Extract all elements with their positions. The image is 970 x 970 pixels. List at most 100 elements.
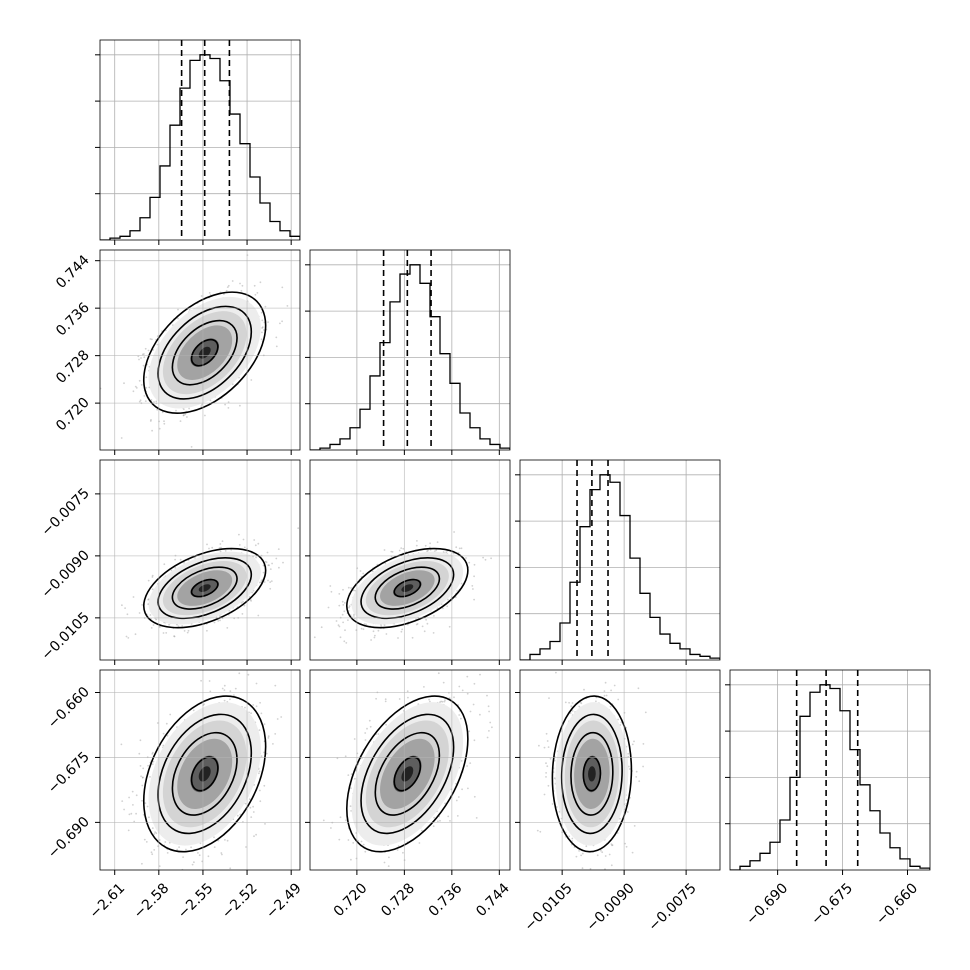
scatter-point	[149, 338, 152, 340]
scatter-point	[145, 841, 148, 843]
scatter-point	[372, 630, 375, 633]
scatter-point	[224, 403, 227, 406]
scatter-point	[233, 694, 235, 697]
scatter-point	[327, 606, 330, 609]
contour-line	[157, 305, 253, 400]
scatter-panel-4-1	[95, 663, 301, 875]
scatter-point	[330, 590, 333, 593]
scatter-point	[138, 612, 141, 614]
scatter-point	[433, 615, 435, 617]
axes-frame	[99, 459, 301, 661]
scatter-point	[286, 305, 289, 307]
scatter-point	[200, 295, 203, 297]
scatter-point	[260, 581, 263, 583]
scatter-point	[360, 627, 363, 630]
scatter-point	[342, 604, 345, 606]
scatter-point	[269, 568, 272, 570]
axes-frame	[729, 669, 931, 871]
scatter-point	[371, 570, 374, 573]
scatter-point	[415, 623, 418, 626]
histogram-step	[730, 684, 930, 870]
scatter-point	[262, 564, 265, 567]
scatter-point	[156, 335, 159, 338]
scatter-point	[125, 635, 128, 638]
scatter-point	[452, 552, 455, 555]
scatter-point	[211, 546, 214, 549]
scatter-point	[182, 414, 185, 417]
scatter-point	[242, 538, 245, 541]
scatter-point	[220, 852, 223, 854]
scatter-point	[184, 413, 187, 416]
scatter-point	[162, 632, 165, 634]
scatter-point	[277, 548, 280, 550]
scatter-point	[241, 613, 244, 615]
scatter-point	[153, 401, 155, 403]
scatter-point	[262, 571, 265, 574]
scatter-point	[201, 403, 203, 406]
scatter-point	[128, 796, 131, 799]
scatter-point	[258, 729, 261, 731]
contour-line	[171, 566, 238, 610]
scatter-point	[163, 420, 165, 423]
scatter-point	[460, 582, 463, 585]
scatter-point	[445, 551, 448, 554]
scatter-point	[429, 542, 431, 545]
scatter-point	[424, 544, 427, 547]
scatter-point	[391, 551, 394, 553]
scatter-point	[192, 709, 195, 712]
scatter-point	[151, 853, 154, 856]
scatter-point	[348, 606, 350, 609]
axes-frame	[309, 249, 511, 451]
scatter-point	[204, 414, 206, 417]
scatter-point	[226, 286, 229, 288]
scatter-point	[239, 404, 241, 407]
scatter-point	[260, 579, 263, 582]
scatter-point	[138, 358, 140, 361]
scatter-point	[221, 687, 224, 690]
scatter-point	[263, 581, 266, 583]
scatter-point	[416, 623, 419, 625]
scatter-point	[370, 639, 372, 641]
scatter-point	[275, 336, 278, 339]
scatter-point	[260, 712, 263, 715]
contour-line	[190, 338, 219, 367]
scatter-point	[435, 549, 438, 552]
axes-frame	[99, 249, 301, 451]
scatter-point	[177, 308, 179, 311]
scatter-point	[141, 353, 144, 356]
scatter-point	[339, 636, 342, 639]
scatter-point	[166, 852, 169, 854]
scatter-point	[188, 308, 191, 311]
scatter-point	[329, 585, 332, 587]
scatter-point	[190, 446, 193, 448]
scatter-point	[460, 547, 463, 550]
scatter-point	[147, 579, 150, 582]
scatter-point	[275, 345, 278, 348]
scatter-point	[338, 625, 341, 628]
scatter-point	[253, 539, 256, 541]
scatter-point	[161, 411, 164, 414]
scatter-point	[223, 293, 225, 295]
scatter-point	[243, 546, 246, 549]
scatter-point	[343, 640, 346, 643]
scatter-point	[132, 596, 135, 598]
scatter-point	[219, 543, 222, 545]
scatter-point	[193, 861, 195, 864]
scatter-point	[194, 557, 196, 559]
scatter-point	[222, 663, 224, 665]
scatter-point	[282, 561, 284, 564]
scatter-point	[227, 284, 230, 287]
scatter-point	[442, 551, 445, 553]
scatter-point	[453, 531, 455, 533]
scatter-point	[139, 739, 142, 742]
histogram-step	[520, 474, 720, 660]
scatter-point	[134, 385, 137, 388]
scatter-point	[269, 587, 272, 590]
scatter-point	[149, 614, 152, 616]
scatter-point	[456, 590, 458, 592]
scatter-point	[152, 624, 155, 626]
scatter-point	[206, 629, 208, 632]
scatter-point	[177, 317, 179, 320]
scatter-point	[411, 636, 414, 639]
scatter-point	[143, 838, 146, 841]
